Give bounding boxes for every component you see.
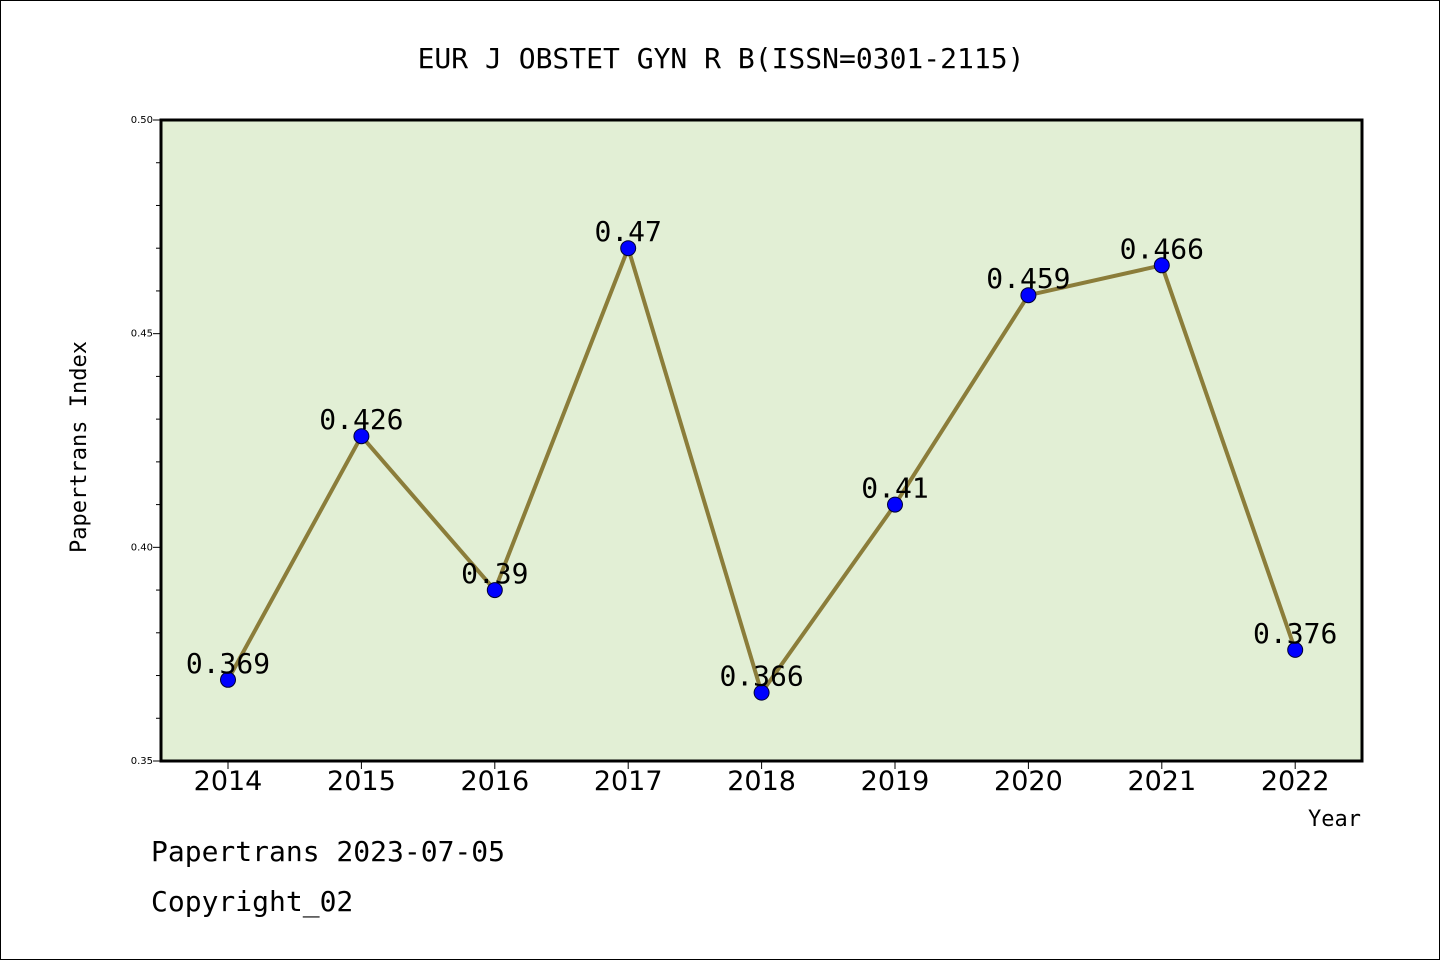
y-tick-label: 0.50 [131, 115, 153, 126]
data-label: 0.426 [319, 403, 403, 436]
x-tick-label: 2015 [327, 766, 396, 797]
data-point [1287, 641, 1304, 658]
data-label: 0.47 [594, 215, 661, 248]
data-point [1020, 287, 1037, 304]
series-points-group [220, 240, 1304, 701]
data-point [753, 684, 770, 701]
y-tick-label: 0.35 [131, 756, 153, 767]
x-tick-label: 2022 [1261, 766, 1330, 797]
chart-title: EUR J OBSTET GYN R B(ISSN=0301-2115) [418, 42, 1025, 75]
data-label: 0.369 [186, 647, 270, 680]
x-tick-label: 2018 [727, 766, 796, 797]
data-label: 0.39 [461, 557, 528, 590]
x-tick-label: 2021 [1127, 766, 1196, 797]
data-point [486, 582, 503, 599]
data-point [620, 240, 637, 257]
data-label: 0.466 [1120, 232, 1204, 265]
data-label: 0.376 [1253, 617, 1337, 650]
data-point [220, 671, 236, 688]
y-tick-label: 0.45 [131, 329, 153, 340]
data-point [1153, 257, 1170, 274]
data-point [887, 496, 903, 513]
x-tick-label: 2016 [460, 766, 529, 797]
x-tick-label: 2017 [594, 766, 663, 797]
y-axis-label: Papertrans Index [67, 341, 92, 553]
x-axis-label: Year [1308, 807, 1361, 832]
footer-copyright: Copyright_02 [151, 885, 354, 918]
x-tick-label: 2019 [861, 766, 930, 797]
x-tick-label: 2020 [994, 766, 1063, 797]
y-axis: 0.35 0.40 0.45 0.50 [131, 115, 161, 767]
footer-date: Papertrans 2023-07-05 [151, 835, 506, 868]
data-label: 0.459 [986, 262, 1070, 295]
data-point [353, 428, 370, 445]
data-label: 0.41 [861, 472, 928, 505]
data-labels-group: 0.369 0.426 0.39 0.47 0.366 0.41 0.459 0.466 0.3… [186, 215, 1337, 692]
x-axis: 2014 2015 2016 2017 2018 2019 2020 2021 2022 [194, 761, 1330, 797]
x-tick-label: 2014 [194, 766, 263, 797]
data-label: 0.366 [719, 660, 803, 693]
y-tick-label: 0.40 [131, 542, 153, 553]
